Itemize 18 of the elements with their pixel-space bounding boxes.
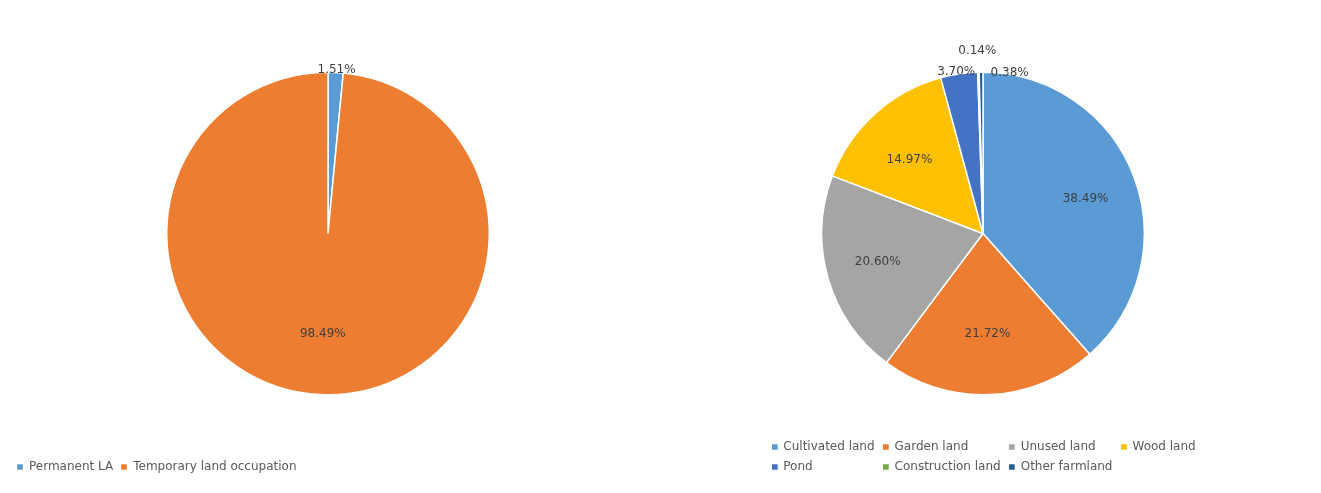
legend-label: Other farmland [1020,459,1113,473]
data-label: 0.38% [990,64,1029,79]
data-label: 0.14% [958,42,997,57]
legend-label: Garden land [894,439,969,453]
data-label: 21.72% [964,326,1011,341]
legend-label: Pond [783,459,813,473]
legend-label: Wood land [1132,439,1196,453]
legend-label: Permanent LA [29,459,114,473]
legend-label: Construction land [894,459,1001,473]
data-label: 1.51% [317,61,356,76]
data-label: 14.97% [886,152,933,167]
data-label: 98.49% [299,326,346,341]
data-label: 20.60% [854,254,901,269]
legend-label: Unused land [1020,439,1096,453]
legend-label: Temporary land occupation [133,459,297,473]
legend-label: Cultivated land [783,439,875,453]
data-label: 3.70% [937,63,976,78]
data-label: 38.49% [1062,191,1109,206]
